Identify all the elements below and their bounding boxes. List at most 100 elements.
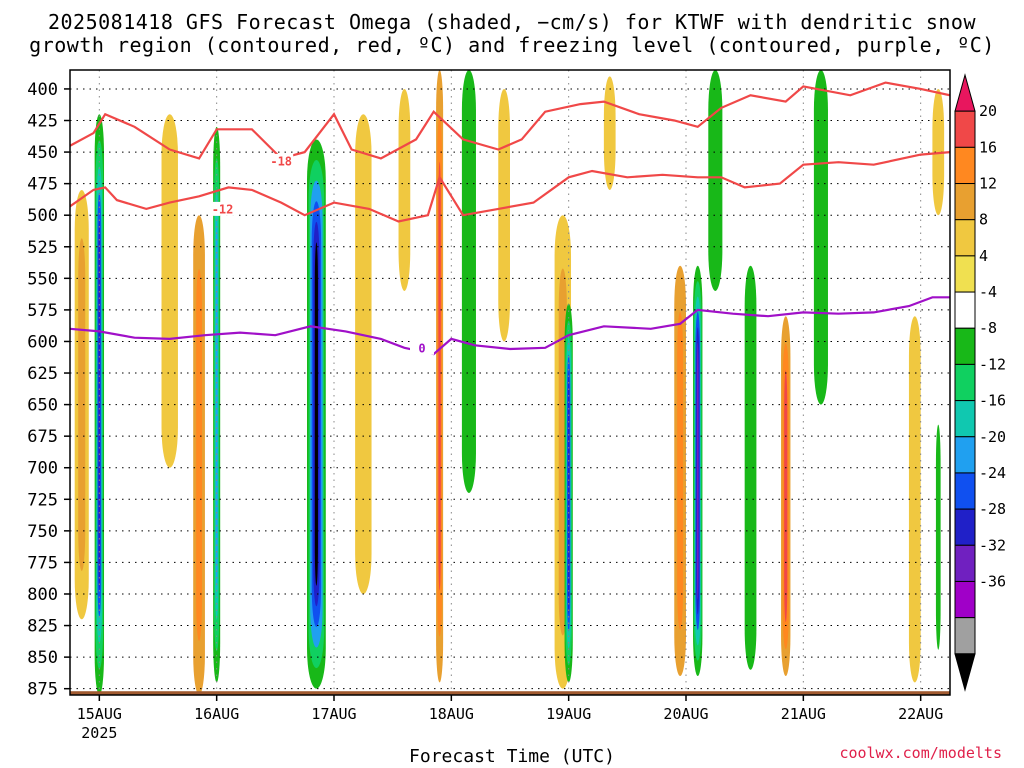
x-axis: 15AUG 16AUG 17AUG 18AUG 19AUG 20AUG 21AUG 22AUG… bbox=[77, 695, 943, 742]
colorbar-swatch bbox=[954, 146, 976, 185]
colorbar: 20 16 12 8 4 -4 -8 -12 -16 -20 -24 -28 -32 -36 bbox=[954, 73, 1006, 692]
x-axis-label: Forecast Time (UTC) bbox=[409, 746, 615, 767]
chart-title-line-1: 2025081418 GFS Forecast Omega (shaded, −… bbox=[47, 10, 977, 34]
y-tick-label: 475 bbox=[27, 175, 58, 195]
contour-label: -12 bbox=[212, 202, 234, 216]
y-tick-label: 550 bbox=[27, 269, 58, 289]
colorbar-swatch bbox=[954, 653, 976, 692]
y-tick-label: 450 bbox=[27, 143, 58, 163]
grid-layer bbox=[70, 70, 950, 695]
omega-cell bbox=[498, 88, 510, 342]
y-tick-label: 750 bbox=[27, 522, 58, 542]
chart-title-line-2: growth region (contoured, red, ºC) and f… bbox=[29, 33, 995, 57]
y-tick-label: 650 bbox=[27, 396, 58, 416]
y-tick-label: 850 bbox=[27, 648, 58, 668]
x-tick-label: 17AUG bbox=[311, 705, 356, 723]
plot-frame bbox=[69, 69, 951, 696]
colorbar-swatch bbox=[954, 400, 976, 438]
colorbar-swatch bbox=[954, 617, 976, 655]
colorbar-swatch bbox=[954, 436, 976, 474]
omega-cell bbox=[215, 220, 218, 589]
x-tick-label: 19AUG bbox=[546, 705, 591, 723]
contour--18 bbox=[70, 81, 950, 160]
y-tick-label: 725 bbox=[27, 490, 58, 510]
omega-cell bbox=[78, 238, 86, 571]
omega-cell bbox=[281, 88, 293, 342]
colorbar-label: 12 bbox=[979, 175, 997, 193]
x-tick-label: 21AUG bbox=[781, 705, 826, 723]
y-tick-label: 825 bbox=[27, 617, 58, 637]
y-tick-label: 400 bbox=[27, 80, 58, 100]
omega-cell bbox=[161, 114, 178, 468]
colorbar-label: -16 bbox=[979, 392, 1006, 410]
omega-cell bbox=[784, 370, 788, 623]
contour-label-bg bbox=[410, 340, 434, 355]
contour-label-bg bbox=[210, 201, 235, 216]
omega-cell bbox=[438, 161, 441, 591]
terrain-layer bbox=[70, 691, 950, 695]
contour-0 bbox=[70, 296, 950, 356]
y-tick-label: 675 bbox=[27, 427, 58, 447]
colorbar-swatch bbox=[954, 110, 976, 148]
omega-cell bbox=[908, 316, 921, 683]
x-tick-label: 15AUG bbox=[77, 705, 122, 723]
y-tick-label: 600 bbox=[27, 332, 58, 352]
omega-cell bbox=[461, 70, 476, 493]
omega-cell bbox=[744, 265, 757, 670]
colorbar-swatch bbox=[954, 544, 976, 582]
colorbar-swatch bbox=[954, 508, 976, 546]
x-tick-label: 20AUG bbox=[663, 705, 708, 723]
colorbar-label: -20 bbox=[979, 428, 1006, 446]
colorbar-swatch bbox=[954, 255, 976, 293]
colorbar-label: 4 bbox=[979, 247, 988, 265]
omega-cell bbox=[314, 242, 318, 586]
x-year-label: 2025 bbox=[81, 724, 117, 742]
omega-cell bbox=[708, 70, 723, 291]
y-tick-label: 700 bbox=[27, 459, 58, 479]
colorbar-swatch bbox=[954, 363, 976, 402]
colorbar-label: -36 bbox=[979, 572, 1006, 590]
terrain-band bbox=[70, 691, 950, 695]
colorbar-label: -4 bbox=[979, 283, 997, 301]
y-tick-label: 800 bbox=[27, 585, 58, 605]
colorbar-label: -28 bbox=[979, 500, 1006, 518]
colorbar-swatch bbox=[954, 472, 976, 510]
contour-layer: -18 -12 0 bbox=[70, 81, 950, 356]
colorbar-label: 20 bbox=[979, 102, 997, 120]
y-tick-label: 500 bbox=[27, 206, 58, 226]
y-tick-label: 575 bbox=[27, 301, 58, 321]
omega-cell bbox=[935, 424, 941, 650]
omega-cell bbox=[813, 70, 828, 405]
colorbar-label: 16 bbox=[979, 138, 997, 156]
colorbar-swatch bbox=[954, 183, 976, 221]
omega-cell bbox=[127, 88, 142, 291]
credit-link[interactable]: coolwx.com/modelts bbox=[839, 744, 1002, 762]
colorbar-label: -12 bbox=[979, 355, 1006, 373]
contour-label-bg bbox=[269, 153, 294, 168]
omega-cell bbox=[98, 218, 101, 591]
y-axis: 400 425 450 475 500 525 550 575 600 625 650 675 700 7… bbox=[27, 80, 70, 700]
x-tick-label: 18AUG bbox=[429, 705, 474, 723]
y-tick-label: 775 bbox=[27, 553, 58, 573]
contour--12 bbox=[70, 151, 950, 223]
colorbar-label: -32 bbox=[979, 536, 1006, 554]
omega-shading-layer bbox=[74, 70, 945, 695]
colorbar-swatch bbox=[954, 580, 976, 619]
colorbar-label: -8 bbox=[979, 319, 997, 337]
colorbar-swatch bbox=[954, 327, 976, 365]
omega-cell bbox=[398, 88, 411, 291]
y-tick-label: 425 bbox=[27, 112, 58, 132]
y-tick-label: 525 bbox=[27, 238, 58, 258]
omega-cell bbox=[355, 114, 372, 594]
colorbar-label: 8 bbox=[979, 211, 988, 229]
y-tick-label: 875 bbox=[27, 680, 58, 700]
contour-label: -18 bbox=[270, 154, 292, 168]
colorbar-swatch bbox=[954, 219, 976, 257]
x-tick-label: 22AUG bbox=[898, 705, 943, 723]
y-tick-label: 625 bbox=[27, 364, 58, 384]
colorbar-swatch bbox=[954, 73, 976, 112]
contour-label: 0 bbox=[418, 341, 425, 355]
colorbar-swatch bbox=[954, 291, 976, 329]
omega-cell bbox=[677, 311, 684, 630]
